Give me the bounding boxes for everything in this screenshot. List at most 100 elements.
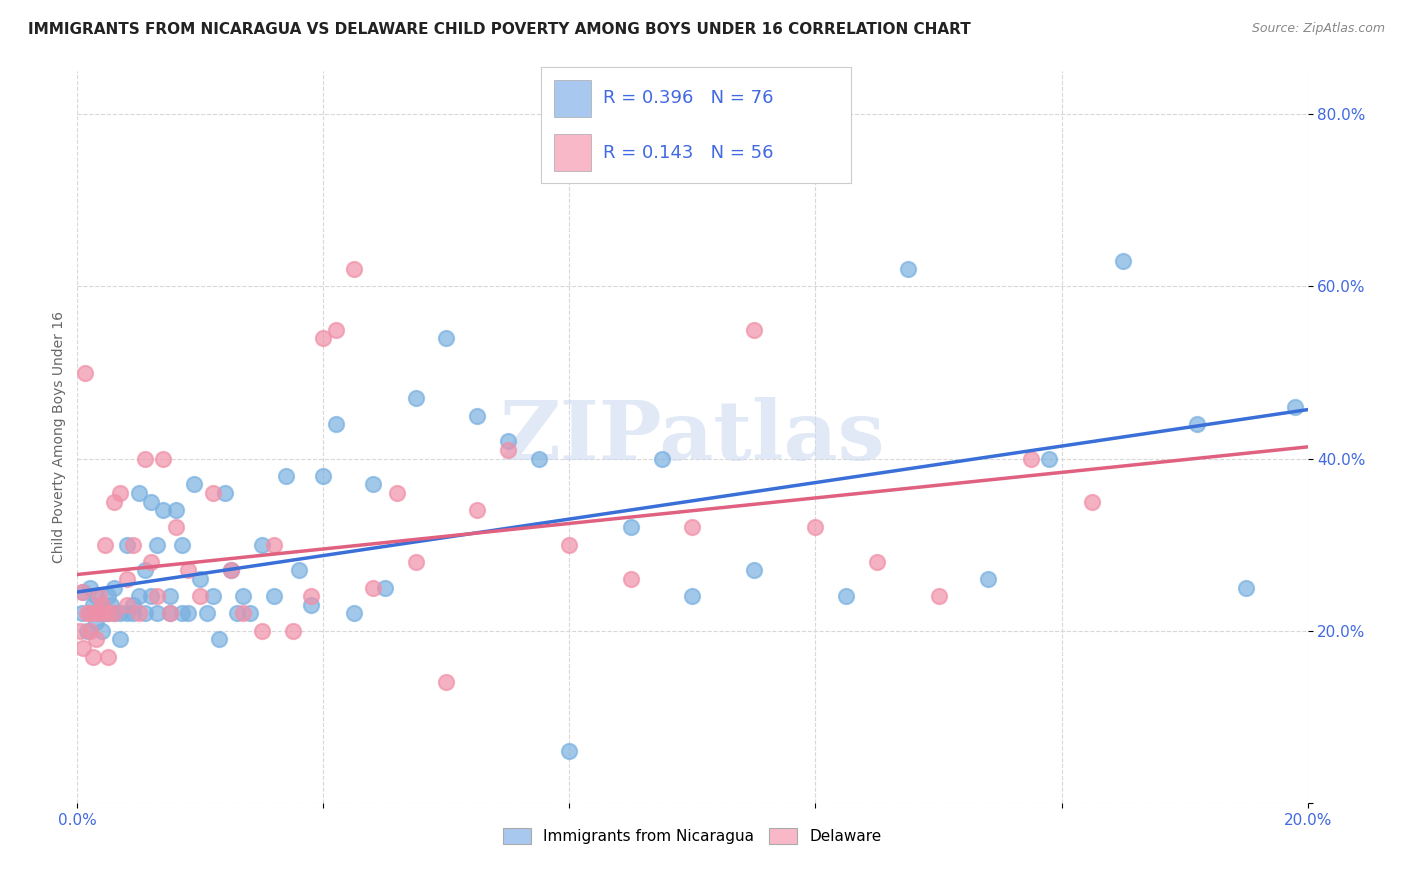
Point <box>103 607 125 621</box>
Point <box>97 589 120 603</box>
Point <box>72 640 94 655</box>
Point <box>73 366 96 380</box>
Point <box>436 331 458 345</box>
Point <box>128 589 150 603</box>
Point <box>263 538 285 552</box>
Point <box>325 322 347 336</box>
FancyBboxPatch shape <box>554 134 591 171</box>
Point <box>84 589 107 603</box>
Legend: Immigrants from Nicaragua, Delaware: Immigrants from Nicaragua, Delaware <box>498 822 887 850</box>
Point <box>170 607 193 621</box>
Point <box>141 555 163 569</box>
Point <box>214 486 236 500</box>
Point <box>1112 253 1135 268</box>
Point <box>226 607 249 621</box>
Point <box>128 486 150 500</box>
Point <box>103 494 125 508</box>
Point <box>87 589 110 603</box>
Point <box>70 585 93 599</box>
Point <box>183 477 205 491</box>
Text: R = 0.396   N = 76: R = 0.396 N = 76 <box>603 89 773 107</box>
Point <box>232 607 254 621</box>
Point <box>496 434 519 449</box>
Point <box>465 409 488 423</box>
Point <box>146 607 169 621</box>
Point <box>82 598 104 612</box>
Point <box>152 503 174 517</box>
Point <box>312 331 335 345</box>
Point <box>115 598 138 612</box>
Point <box>219 564 242 578</box>
Point <box>79 624 101 638</box>
Point <box>374 581 396 595</box>
Text: R = 0.143   N = 56: R = 0.143 N = 56 <box>603 144 773 161</box>
Point <box>90 598 114 612</box>
Point <box>100 598 122 612</box>
Point <box>115 607 138 621</box>
Point <box>281 624 304 638</box>
Point <box>70 607 93 621</box>
Point <box>361 477 384 491</box>
Point <box>79 581 101 595</box>
Point <box>115 538 138 552</box>
Point <box>90 598 114 612</box>
Point <box>82 649 104 664</box>
Point <box>312 468 335 483</box>
Point <box>558 538 581 552</box>
Point <box>165 503 187 517</box>
Point <box>170 538 193 552</box>
Point <box>146 538 169 552</box>
Point <box>343 262 366 277</box>
Point <box>219 564 242 578</box>
Point <box>620 572 643 586</box>
Point <box>288 564 311 578</box>
Point <box>1019 451 1042 466</box>
Point <box>405 555 427 569</box>
Point <box>208 632 231 647</box>
Text: IMMIGRANTS FROM NICARAGUA VS DELAWARE CHILD POVERTY AMONG BOYS UNDER 16 CORRELAT: IMMIGRANTS FROM NICARAGUA VS DELAWARE CH… <box>28 22 972 37</box>
Point <box>188 589 212 603</box>
Point <box>682 589 704 603</box>
Point <box>1081 494 1104 508</box>
Point <box>110 486 132 500</box>
Point <box>558 744 581 758</box>
Point <box>94 607 117 621</box>
Point <box>1038 451 1060 466</box>
Point <box>250 538 273 552</box>
Point <box>121 538 143 552</box>
Y-axis label: Child Poverty Among Boys Under 16: Child Poverty Among Boys Under 16 <box>52 311 66 563</box>
Point <box>465 503 488 517</box>
Point <box>405 392 427 406</box>
Point <box>742 564 765 578</box>
Point <box>201 589 224 603</box>
Point <box>134 564 156 578</box>
Point <box>276 468 298 483</box>
Point <box>361 581 384 595</box>
Point <box>87 607 110 621</box>
Point <box>159 607 181 621</box>
Point <box>94 538 117 552</box>
Point <box>141 589 163 603</box>
Point <box>897 262 920 277</box>
Point <box>84 632 107 647</box>
Point <box>72 585 94 599</box>
Point <box>115 572 138 586</box>
Point <box>76 624 98 638</box>
Point <box>742 322 765 336</box>
Point <box>835 589 858 603</box>
Point <box>177 607 200 621</box>
Point <box>201 486 224 500</box>
Point <box>134 451 156 466</box>
Point <box>527 451 550 466</box>
Point <box>165 520 187 534</box>
Point <box>97 607 120 621</box>
Point <box>232 589 254 603</box>
Point <box>79 607 101 621</box>
Point <box>141 494 163 508</box>
Point <box>79 607 101 621</box>
Point <box>121 607 143 621</box>
Point <box>299 589 322 603</box>
Point <box>103 581 125 595</box>
Point <box>134 607 156 621</box>
Point <box>146 589 169 603</box>
